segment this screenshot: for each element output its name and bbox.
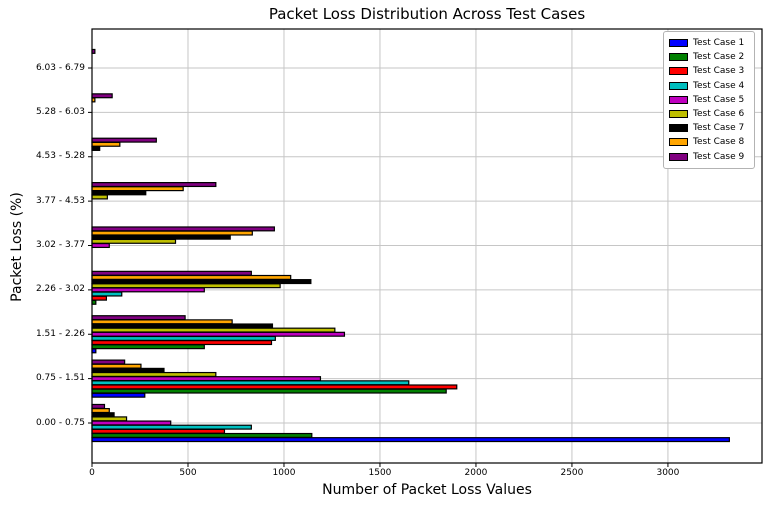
- legend-color-patch: [669, 95, 688, 104]
- bar-test-case-6-bin-5: [91, 194, 108, 200]
- bar-test-case-9-bin-7: [91, 93, 113, 99]
- x-tick-label: 0: [89, 468, 95, 478]
- bar-test-case-6-bin-4: [91, 238, 177, 244]
- bar-test-case-4-bin-0: [91, 424, 252, 430]
- bar-test-case-9-bin-4: [91, 226, 275, 232]
- legend-item: Test Case 3: [669, 64, 749, 78]
- y-tick-label: 4.53 - 5.28: [35, 151, 85, 162]
- bar-test-case-7-bin-6: [91, 145, 101, 151]
- bar-test-case-4-bin-3: [91, 291, 123, 297]
- y-tick-label: 0.00 - 0.75: [35, 417, 85, 428]
- bar-test-case-9-bin-1: [91, 359, 126, 365]
- chart-title: Packet Loss Distribution Across Test Cas…: [268, 5, 586, 23]
- x-tick-label: 2500: [560, 468, 584, 478]
- bar-test-case-7-bin-2: [91, 323, 274, 329]
- legend-item: Test Case 4: [669, 79, 749, 93]
- bar-test-case-9-bin-3: [91, 270, 252, 276]
- bar-test-case-5-bin-0: [91, 420, 172, 426]
- x-axis-label: Number of Packet Loss Values: [322, 482, 532, 498]
- bar-test-case-8-bin-5: [91, 186, 184, 192]
- bar-test-case-6-bin-0: [91, 416, 128, 422]
- bar-test-case-5-bin-2: [91, 331, 346, 337]
- bar-test-case-8-bin-6: [91, 141, 121, 147]
- bar-test-case-2-bin-1: [91, 388, 447, 394]
- legend-color-patch: [669, 67, 688, 76]
- legend-label: Test Case 9: [693, 151, 745, 162]
- legend-item: Test Case 9: [669, 150, 749, 164]
- legend-color-patch: [669, 152, 688, 161]
- bar-test-case-4-bin-2: [91, 335, 276, 341]
- legend-item: Test Case 1: [669, 36, 749, 50]
- bar-test-case-5-bin-3: [91, 287, 205, 293]
- bar-test-case-1-bin-1: [91, 392, 146, 398]
- bar-test-case-9-bin-6: [91, 137, 157, 143]
- legend-color-patch: [669, 81, 688, 90]
- bar-test-case-8-bin-4: [91, 230, 253, 236]
- legend-color-patch: [669, 124, 688, 133]
- legend-item: Test Case 6: [669, 107, 749, 121]
- bar-test-case-9-bin-0: [91, 403, 106, 409]
- bar-test-case-7-bin-4: [91, 234, 231, 240]
- legend-item: Test Case 8: [669, 135, 749, 149]
- x-tick-label: 500: [179, 468, 197, 478]
- legend-label: Test Case 8: [693, 137, 745, 148]
- bar-test-case-4-bin-1: [91, 380, 410, 386]
- bar-test-case-7-bin-3: [91, 279, 312, 285]
- legend-label: Test Case 5: [693, 94, 745, 105]
- legend-label: Test Case 7: [693, 123, 745, 134]
- bar-test-case-5-bin-1: [91, 376, 322, 382]
- x-tick-label: 2000: [464, 468, 488, 478]
- bar-test-case-6-bin-1: [91, 371, 217, 377]
- bar-test-case-6-bin-2: [91, 327, 336, 333]
- legend-label: Test Case 3: [693, 66, 745, 77]
- x-tick-label: 3000: [656, 468, 680, 478]
- bar-test-case-7-bin-5: [91, 190, 147, 196]
- legend-label: Test Case 4: [693, 80, 745, 91]
- bar-test-case-2-bin-0: [91, 432, 313, 438]
- bar-test-case-3-bin-3: [91, 295, 107, 301]
- legend-item: Test Case 7: [669, 121, 749, 135]
- y-tick-label: 5.28 - 6.03: [35, 106, 85, 117]
- bar-test-case-8-bin-0: [91, 408, 110, 414]
- y-tick-label: 6.03 - 6.79: [35, 62, 85, 73]
- bar-test-case-8-bin-2: [91, 319, 233, 325]
- bar-test-case-7-bin-0: [91, 412, 115, 418]
- y-tick-label: 2.26 - 3.02: [35, 284, 85, 295]
- y-axis-label: Packet Loss (%): [9, 192, 25, 302]
- x-tick-label: 1500: [368, 468, 392, 478]
- bar-test-case-5-bin-4: [91, 242, 110, 249]
- legend-color-patch: [669, 110, 688, 119]
- y-tick-label: 0.75 - 1.51: [35, 373, 85, 384]
- bar-test-case-7-bin-1: [91, 367, 165, 373]
- legend-item: Test Case 5: [669, 93, 749, 107]
- legend-color-patch: [669, 39, 688, 48]
- bar-test-case-3-bin-2: [91, 340, 273, 346]
- legend-label: Test Case 1: [693, 38, 745, 49]
- x-tick-label: 1000: [272, 468, 296, 478]
- bar-test-case-8-bin-1: [91, 363, 142, 369]
- legend-item: Test Case 2: [669, 50, 749, 64]
- y-tick-label: 3.77 - 4.53: [35, 195, 85, 206]
- legend-label: Test Case 6: [693, 109, 745, 120]
- y-tick-label: 1.51 - 2.26: [35, 328, 85, 339]
- legend-color-patch: [669, 53, 688, 62]
- bar-test-case-2-bin-2: [91, 344, 205, 350]
- bar-test-case-6-bin-3: [91, 283, 281, 289]
- legend: Test Case 1 Test Case 2 Test Case 3 Test Ca…: [663, 31, 755, 169]
- legend-label: Test Case 2: [693, 52, 745, 63]
- bar-test-case-1-bin-0: [91, 437, 730, 443]
- bar-test-case-8-bin-3: [91, 274, 292, 280]
- bar-test-case-3-bin-1: [91, 384, 458, 390]
- legend-color-patch: [669, 138, 688, 147]
- bar-test-case-9-bin-2: [91, 315, 186, 321]
- bar-test-case-3-bin-0: [91, 428, 226, 434]
- bar-test-case-9-bin-5: [91, 182, 217, 188]
- y-tick-label: 3.02 - 3.77: [35, 240, 85, 250]
